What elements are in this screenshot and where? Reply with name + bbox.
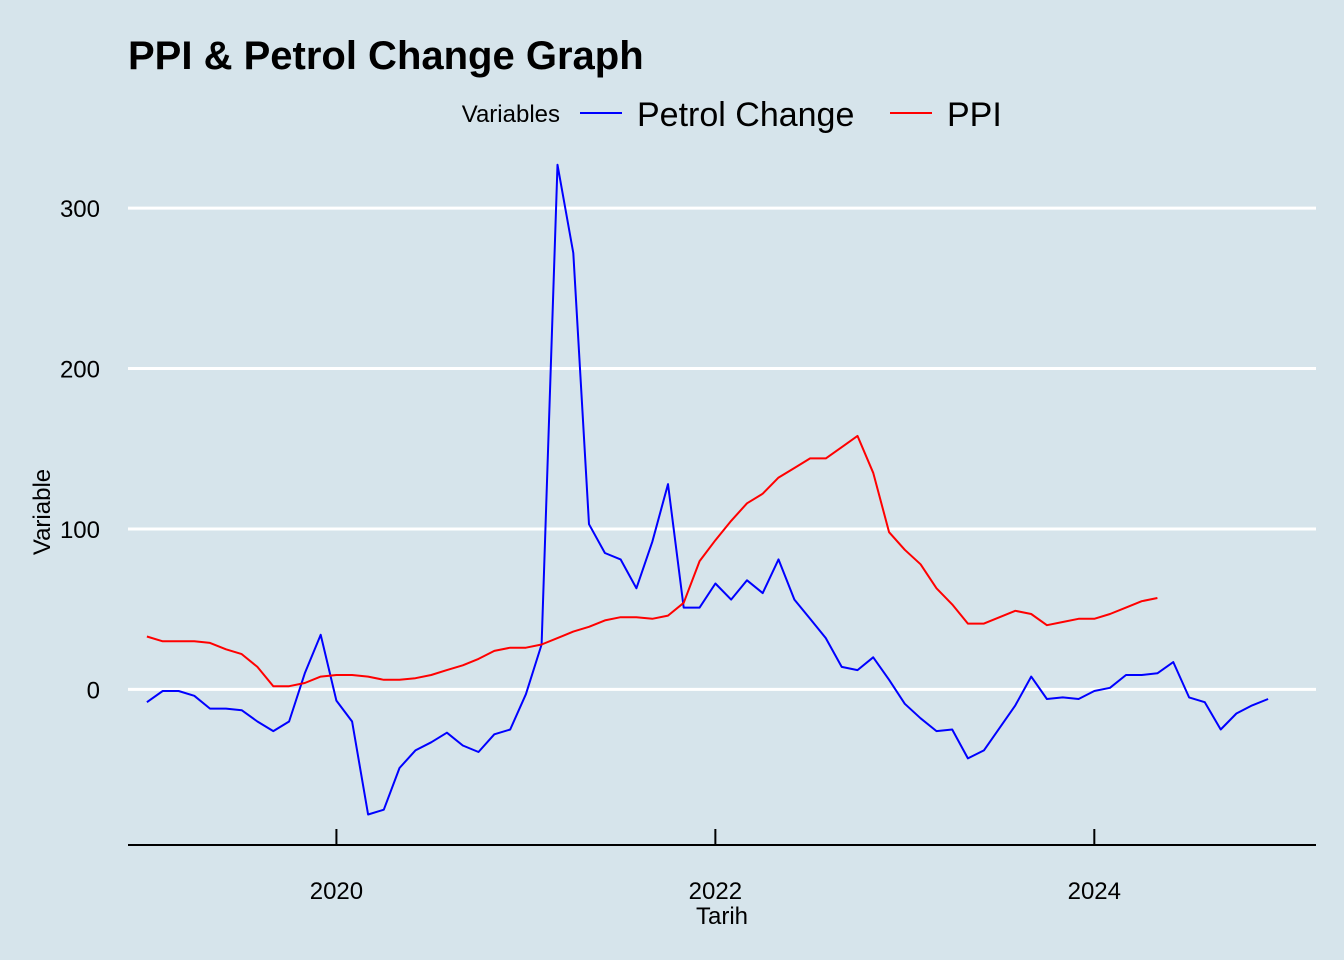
x-tick-label-2024: 2024: [1068, 878, 1121, 905]
series-line-petrol-change: [146, 163, 1269, 816]
x-axis-title: Tarih: [696, 903, 748, 930]
legend-label-ppi: PPI: [947, 96, 1002, 134]
y-gridlines: [128, 206, 1316, 691]
legend-title: Variables: [462, 101, 560, 128]
chart-title: PPI & Petrol Change Graph: [128, 34, 644, 78]
legend: Variables Petrol Change PPI: [462, 96, 1002, 134]
y-tick-label-0: 0: [87, 677, 100, 704]
x-axis-ticks: 2020 2022 2024: [310, 829, 1121, 905]
series-lines: [146, 163, 1269, 816]
y-tick-labels: 0 100 200 300: [60, 196, 100, 704]
series-line-ppi: [146, 434, 1158, 688]
y-tick-label-100: 100: [60, 517, 100, 544]
y-tick-label-200: 200: [60, 357, 100, 384]
y-axis-title: Variable: [29, 469, 56, 555]
y-tick-label-300: 300: [60, 196, 100, 223]
legend-label-petrol-change: Petrol Change: [637, 96, 854, 134]
x-tick-label-2020: 2020: [310, 878, 363, 905]
x-tick-label-2022: 2022: [689, 878, 742, 905]
